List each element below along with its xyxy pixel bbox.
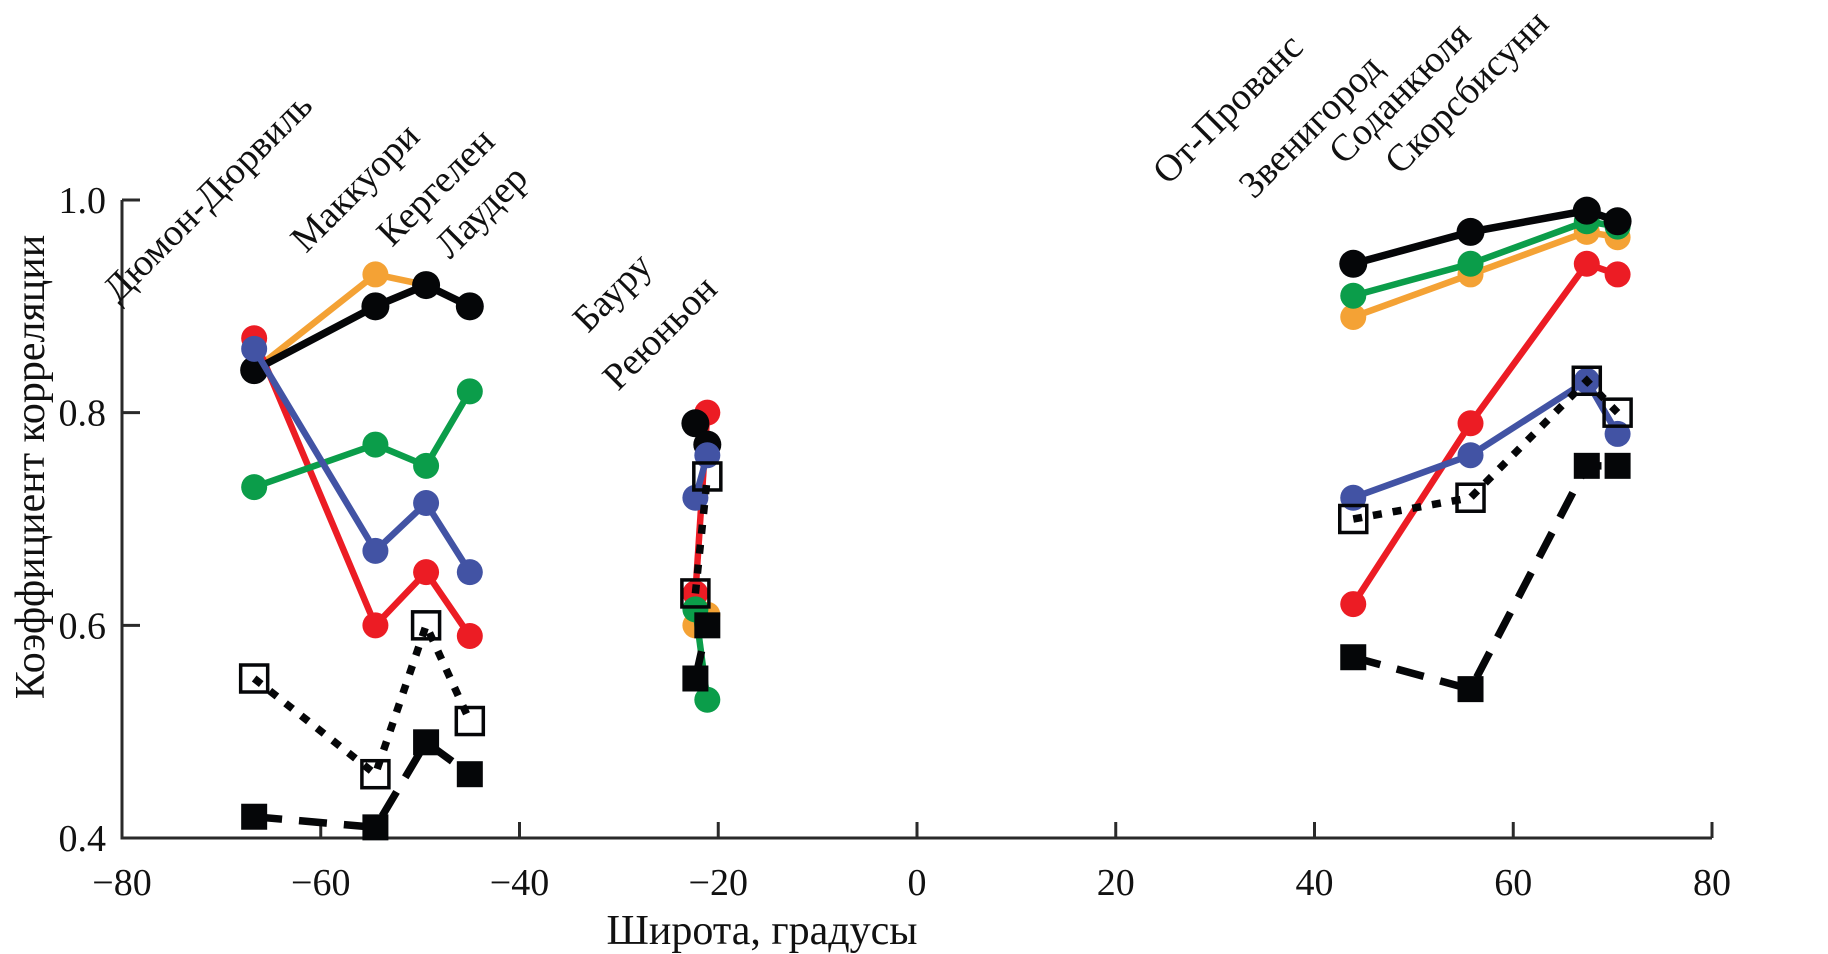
series-line [251,347,473,574]
data-point-circle [1340,303,1367,330]
data-point-circle [455,292,484,321]
series-line [1352,228,1619,321]
axis-spines [120,200,1712,840]
series-line [1350,259,1619,606]
data-point-open-square [1602,397,1633,428]
data-point-circle [412,271,441,300]
data-point-circle [681,409,710,438]
series-line [1352,217,1619,299]
x-tick-label: 0 [908,862,927,904]
x-tick-label: 80 [1693,862,1731,904]
data-point-open-square [1338,503,1369,535]
data-point-circle [456,378,483,405]
series-red-circles [241,250,1631,649]
data-point-circle [1457,250,1484,277]
x-tick-label: −40 [490,862,549,904]
data-point-filled-square [1457,676,1484,703]
x-tick-label: 60 [1494,862,1532,904]
data-point-filled-square [1573,452,1600,479]
data-point-circle [1604,261,1631,288]
series-blue-circles [241,335,1631,586]
data-point-circle [413,490,440,517]
data-point-circle [362,261,389,288]
data-point-circle [241,335,268,362]
data-point-circle [1457,442,1484,469]
series-black-circles [240,196,1632,459]
data-point-open-square [454,705,486,737]
data-point-circle [361,292,390,321]
x-tick-label: −20 [689,862,748,904]
series-black-filled-squares [241,452,1631,841]
series-black-open-squares [238,365,1633,790]
data-point-circle [694,686,721,713]
x-tick-label: −60 [291,862,350,904]
data-point-circle [1573,250,1600,277]
series-green-circles [241,208,1631,713]
axes: −80 −60 −40 −20 0 20 40 60 80 0.4 0.6 0.8 1.0 [59,180,1732,904]
data-point-circle [241,474,268,501]
series-line [253,389,473,491]
data-point-circle [413,452,440,479]
data-point-filled-square [362,814,389,841]
series-line [1352,376,1621,501]
data-point-circle [456,622,483,649]
data-point-circle [1457,410,1484,437]
data-point-circle [1340,282,1367,309]
station-label-1: Дюмон-Дюрвиль [95,84,321,310]
data-point-filled-square [456,761,483,788]
data-point-circle [1603,207,1632,236]
x-tick-label: −80 [92,862,151,904]
data-point-open-square [410,610,442,641]
data-point-filled-square [241,803,268,830]
data-point-open-square [238,663,270,694]
x-tick-label: 40 [1296,862,1334,904]
data-point-filled-square [694,612,721,639]
data-point-filled-square [413,729,440,756]
series-line [253,736,473,832]
data-point-open-square [680,578,711,609]
data-point-filled-square [1604,452,1631,479]
y-tick-label: 1.0 [59,180,107,222]
data-point-circle [362,537,389,564]
x-tick-label: 20 [1097,862,1135,904]
data-point-circle [1339,249,1368,278]
data-point-open-square [1455,482,1486,513]
data-point-open-square [692,461,723,492]
y-axis-title: Коэффициент корреляции [8,235,54,699]
plot-area: −80 −60 −40 −20 0 20 40 60 80 0.4 0.6 0.8 1.0Дюмон-Д… [59,2,1732,904]
x-axis-title: Широта, градусы [607,908,918,954]
data-point-circle [1572,196,1601,225]
data-point-circle [362,612,389,639]
series-line [1352,375,1621,523]
series-line [251,615,474,781]
series-line [252,280,472,374]
y-tick-label: 0.8 [59,393,107,435]
data-point-circle [362,431,389,458]
data-point-open-square [1571,365,1603,397]
y-tick-label: 0.6 [59,605,107,647]
series-line [1352,206,1619,268]
data-point-circle [1340,591,1367,618]
data-point-circle [1456,217,1485,246]
data-point-circle [456,559,483,586]
data-point-open-square [360,758,391,790]
y-tick-label: 0.4 [59,818,107,860]
series-line [1352,462,1618,694]
data-point-filled-square [682,665,709,692]
data-point-filled-square [1340,644,1367,671]
series-line [251,336,473,638]
data-point-circle [413,559,440,586]
